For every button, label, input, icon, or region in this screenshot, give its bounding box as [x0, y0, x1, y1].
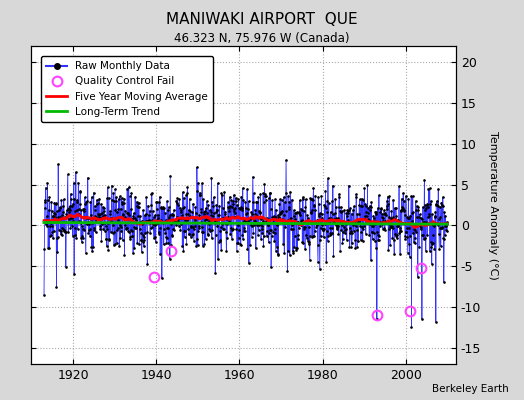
Y-axis label: Temperature Anomaly (°C): Temperature Anomaly (°C)	[488, 131, 498, 279]
Text: Berkeley Earth: Berkeley Earth	[432, 384, 508, 394]
Text: 46.323 N, 75.976 W (Canada): 46.323 N, 75.976 W (Canada)	[174, 32, 350, 45]
Legend: Raw Monthly Data, Quality Control Fail, Five Year Moving Average, Long-Term Tren: Raw Monthly Data, Quality Control Fail, …	[41, 56, 213, 122]
Text: MANIWAKI AIRPORT  QUE: MANIWAKI AIRPORT QUE	[166, 12, 358, 27]
